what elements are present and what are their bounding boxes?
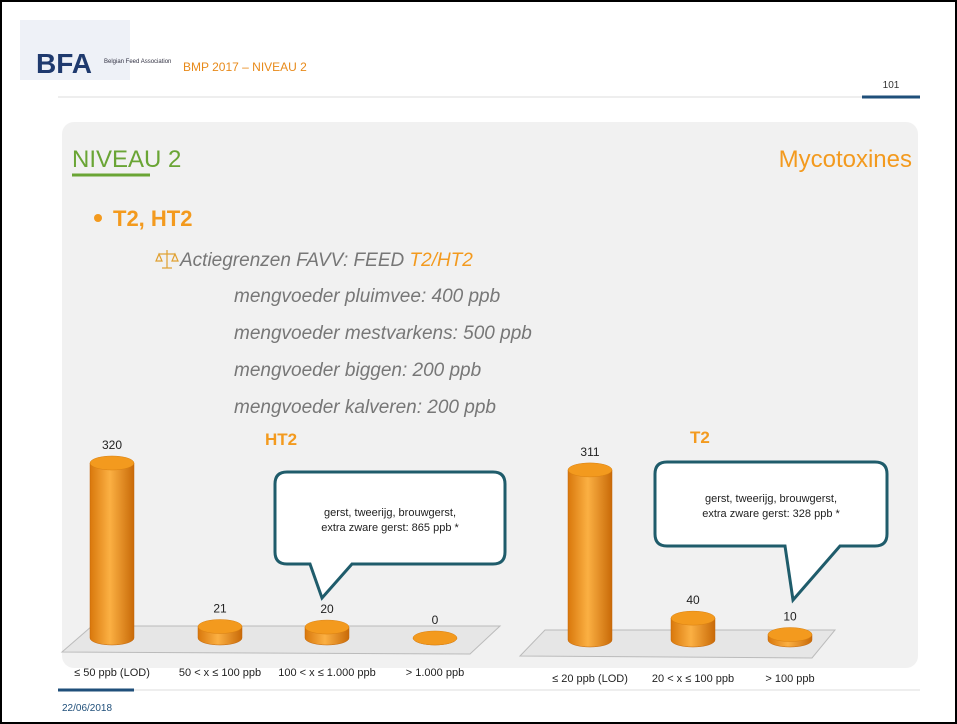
callout — [653, 460, 889, 604]
bar-top — [197, 619, 243, 634]
callout — [273, 470, 507, 601]
callout-text: gerst, tweerijg, brouwgerst, — [324, 507, 456, 519]
value-label: 21 — [213, 602, 227, 616]
value-label: 320 — [102, 438, 122, 452]
chart-title: HT2 — [265, 430, 297, 449]
header-title: BMP 2017 – NIVEAU 2 — [183, 60, 307, 74]
limit-line: mengvoeder mestvarkens: 500 ppb — [234, 323, 532, 344]
x-tick-label: 100 < x ≤ 1.000 ppb — [278, 667, 376, 679]
limit-line: mengvoeder kalveren: 200 ppb — [234, 397, 496, 418]
bar-top — [304, 619, 350, 635]
slide-heading: NIVEAU 2 — [72, 146, 181, 173]
logo-bg — [20, 20, 130, 80]
limit-line: mengvoeder biggen: 200 ppb — [234, 360, 481, 381]
sub-bullet-prefix: Actiegrenzen FAVV: FEED — [179, 250, 410, 271]
x-tick-label: > 1.000 ppb — [405, 667, 465, 679]
callout-text: extra zware gerst: 328 ppb * — [702, 508, 840, 520]
x-tick-label: 20 < x ≤ 100 ppb — [651, 673, 735, 685]
footer-date: 22/06/2018 — [62, 703, 112, 714]
bar — [89, 462, 135, 646]
chart-floor — [60, 625, 502, 655]
bar-top — [567, 462, 613, 478]
bullet: T2, HT2 — [113, 206, 192, 231]
chart-title: T2 — [690, 428, 710, 447]
x-tick-label: ≤ 50 ppb (LOD) — [74, 667, 150, 679]
callout-text: extra zware gerst: 865 ppb * — [321, 522, 459, 534]
bar-top — [89, 455, 135, 471]
bar-top — [670, 610, 716, 626]
bar — [567, 469, 613, 648]
x-tick-label: ≤ 20 ppb (LOD) — [552, 673, 628, 685]
logo-subtitle: Belgian Feed Association — [104, 59, 171, 65]
bar-top — [767, 627, 813, 642]
bar-top — [412, 630, 458, 646]
limit-line: mengvoeder pluimvee: 400 ppb — [234, 286, 500, 307]
value-label: 20 — [320, 602, 334, 616]
x-tick-label: > 100 ppb — [765, 673, 815, 685]
bar — [670, 617, 716, 648]
sub-bullet: Actiegrenzen FAVV: FEED T2/HT2 — [179, 250, 473, 271]
value-label: 40 — [686, 593, 700, 607]
value-label: 10 — [783, 610, 797, 624]
logo: BFA — [36, 48, 92, 79]
bullet-dot — [94, 214, 102, 222]
x-tick-label: 50 < x ≤ 100 ppb — [178, 667, 262, 679]
value-label: 0 — [432, 613, 439, 627]
page-number: 101 — [883, 80, 900, 91]
value-label: 311 — [580, 445, 599, 459]
scale-icon — [155, 250, 179, 269]
callout-text: gerst, tweerijg, brouwgerst, — [705, 493, 837, 505]
slide-topic: Mycotoxines — [779, 146, 912, 173]
sub-bullet-highlight: T2/HT2 — [410, 250, 474, 271]
